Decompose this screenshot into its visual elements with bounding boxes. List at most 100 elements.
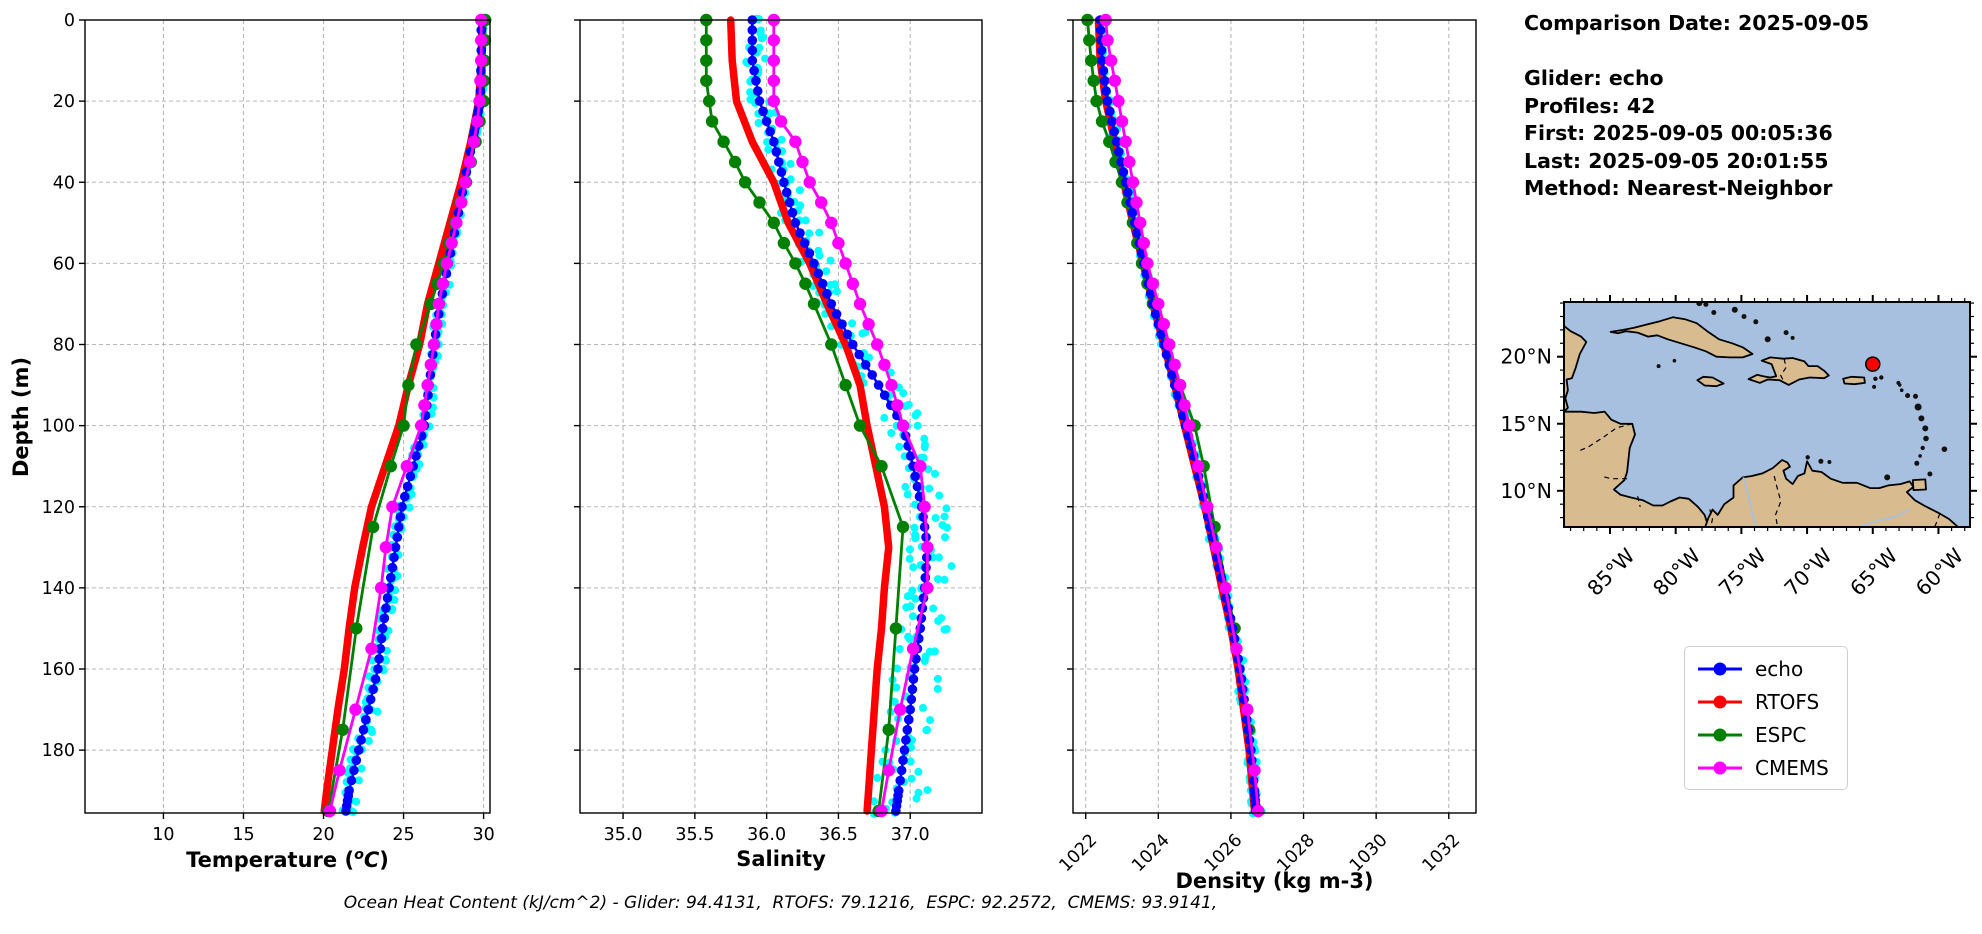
panel-salinity: 35.0 35.5 36.0 36.5 37.0 <box>574 13 983 845</box>
legend-label-ESPC: ESPC <box>1755 722 1807 747</box>
legend-swatch-ESPC <box>1698 728 1742 741</box>
method-text: Method: Nearest-Neighbor <box>1524 176 1833 200</box>
map-island <box>1920 445 1925 451</box>
svg-text:36.5: 36.5 <box>819 825 858 845</box>
map-lon-label: 70°W <box>1780 544 1837 601</box>
map-lon-label: 80°W <box>1648 544 1705 601</box>
map-island <box>1899 388 1904 393</box>
map-lon-label: 65°W <box>1845 544 1902 601</box>
legend-swatch-RTOFS <box>1698 695 1742 708</box>
legend-swatch-echo <box>1698 662 1742 675</box>
glider-name-text: Glider: echo <box>1524 66 1664 90</box>
map-inset: 85°W 80°W 75°W 70°W 65°W 60°W 20°N 15°N 10°N <box>1500 295 1977 601</box>
map-island <box>1818 458 1824 464</box>
ohc-caption: Ocean Heat Content (kJ/cm^2) - Glider: 9… <box>343 893 1218 913</box>
map-island <box>1790 335 1795 340</box>
svg-text:180: 180 <box>42 741 75 761</box>
svg-text:140: 140 <box>42 579 75 599</box>
map-island <box>1914 403 1922 411</box>
first-profile-time-text: First: 2025-09-05 00:05:36 <box>1524 121 1833 145</box>
svg-text:10: 10 <box>152 825 174 845</box>
map-island <box>1914 460 1920 466</box>
map-lon-label: 75°W <box>1714 544 1771 601</box>
svg-text:60: 60 <box>53 254 75 274</box>
legend-item-RTOFS[interactable]: RTOFS <box>1696 685 1847 718</box>
map-island <box>1918 454 1922 458</box>
map-island <box>1753 319 1759 325</box>
map-river <box>1854 508 1911 527</box>
map-border <box>1709 509 1714 527</box>
map-lon-label: 60°W <box>1911 544 1968 601</box>
temperature-axis-label: Temperature (oC) <box>186 847 389 872</box>
map-border <box>1933 513 1941 527</box>
map-island <box>1711 310 1717 315</box>
series-echo-density <box>1095 15 1262 816</box>
svg-text:35.0: 35.0 <box>604 825 643 845</box>
map-island <box>1918 415 1925 422</box>
legend-item-echo[interactable]: echo <box>1696 652 1847 685</box>
map-island <box>1927 471 1933 477</box>
map-content <box>1564 302 1960 527</box>
panel-salinity-scatter <box>742 14 956 818</box>
profiles-count-text: Profiles: 42 <box>1524 93 1656 118</box>
svg-text:37.0: 37.0 <box>891 825 930 845</box>
map-island <box>1783 330 1789 336</box>
map-island <box>1873 376 1878 381</box>
map-lon-label: 85°W <box>1583 544 1640 601</box>
map-border <box>1579 423 1633 452</box>
salinity-axis-label: Salinity <box>736 847 826 871</box>
map-glider-marker[interactable] <box>1865 356 1881 372</box>
map-island <box>1922 425 1929 432</box>
map-island <box>1696 302 1703 307</box>
temperature-axis-label-text: Temperature ( <box>186 848 355 872</box>
map-border <box>1637 496 1641 508</box>
map-lat-label: 20°N <box>1500 345 1552 369</box>
svg-text:15: 15 <box>232 825 254 845</box>
svg-text:35.5: 35.5 <box>675 825 714 845</box>
legend-item-CMEMS[interactable]: CMEMS <box>1696 751 1847 784</box>
map-landmass-0 <box>1564 324 1709 527</box>
density-axis-label: Density (kg m-3) <box>1175 869 1374 893</box>
series-CMEMS-density <box>1099 13 1265 818</box>
svg-text:30: 30 <box>472 825 494 845</box>
map-landmass-2 <box>1609 316 1754 359</box>
map-lat-label: 10°N <box>1500 479 1552 503</box>
map-island <box>1884 474 1891 481</box>
map-island <box>1897 383 1902 387</box>
map-island <box>1672 358 1677 363</box>
panel-temperature: 10 15 20 25 30 0 20 40 60 80 100 120 140 160 180 <box>42 11 495 845</box>
y-axis-label: Depth (m) <box>9 356 33 478</box>
map-landmass-1 <box>1704 459 1960 527</box>
legend-swatch-CMEMS <box>1698 761 1742 774</box>
series-RTOFS-salinity <box>726 16 893 815</box>
svg-text:0: 0 <box>64 11 75 31</box>
legend-label-echo: echo <box>1755 656 1804 681</box>
svg-text:40: 40 <box>53 173 75 193</box>
map-island <box>1923 435 1929 442</box>
map-island <box>1731 306 1738 313</box>
map-island <box>1805 455 1810 460</box>
map-landmass-4 <box>1696 375 1725 388</box>
series-CMEMS-temperature <box>323 13 488 818</box>
series-ESPC-temperature <box>322 13 492 818</box>
legend-item-ESPC[interactable]: ESPC <box>1696 718 1847 751</box>
panel-density: 1022 1024 1026 1028 1030 1032 <box>1056 13 1477 876</box>
comparison-date-text: Comparison Date: 2025-09-05 <box>1524 11 1870 35</box>
map-island <box>1656 364 1661 369</box>
series-CMEMS-salinity <box>767 13 934 818</box>
svg-text:36.0: 36.0 <box>747 825 786 845</box>
map-island <box>1913 393 1918 399</box>
svg-text:20: 20 <box>312 825 334 845</box>
panel-temperature-scatter <box>338 13 489 817</box>
series-echo-temperature <box>341 15 487 816</box>
legend-label-RTOFS: RTOFS <box>1755 689 1820 714</box>
map-border <box>1780 358 1787 384</box>
svg-text:20: 20 <box>53 92 75 112</box>
map-landmass-5 <box>1842 375 1866 386</box>
map-border <box>1773 475 1782 527</box>
svg-text:160: 160 <box>42 660 75 680</box>
map-lat-label: 15°N <box>1500 412 1552 436</box>
map-landmass-3 <box>1747 356 1830 386</box>
